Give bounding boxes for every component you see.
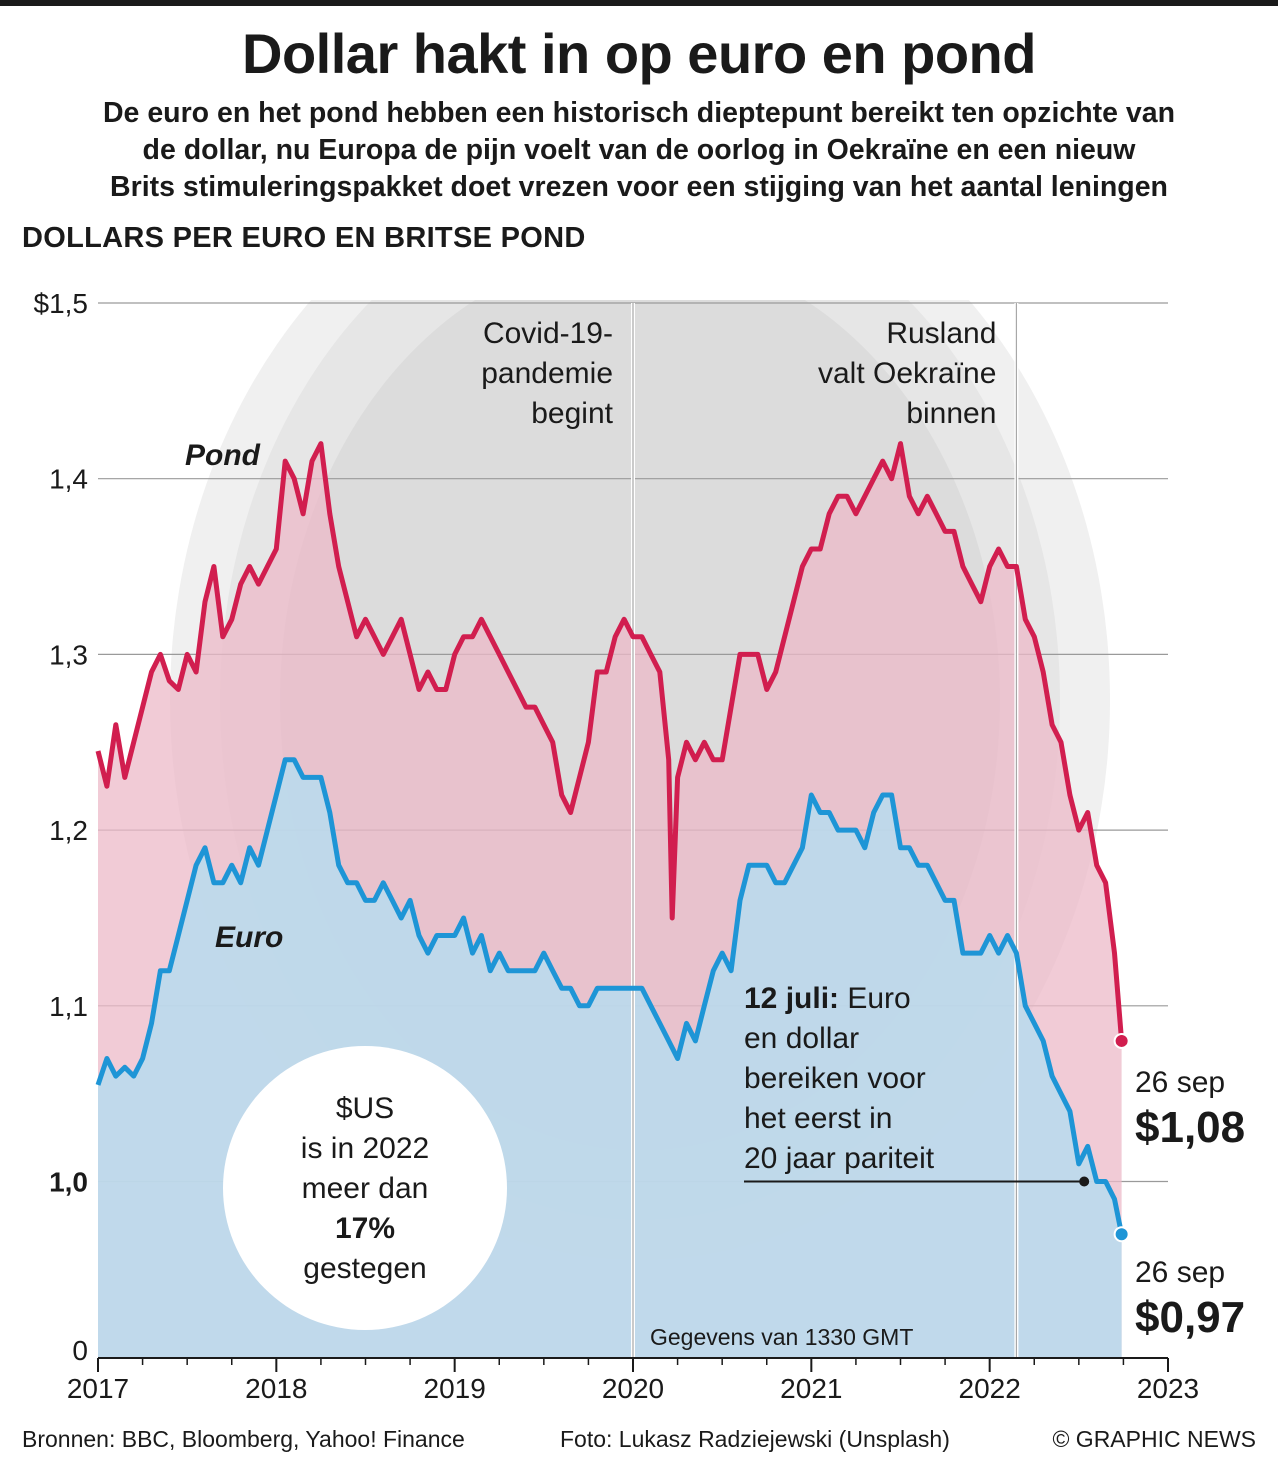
y-tick-label: 1,1: [49, 991, 88, 1022]
callout-line: $US: [336, 1092, 394, 1125]
pond-endpoint: [1113, 1032, 1130, 1049]
pond-line: [95, 441, 1125, 1042]
callout-percent: 17%: [335, 1212, 395, 1245]
x-tick-label: 2019: [424, 1373, 486, 1404]
euro-end-value: $0,97: [1135, 1293, 1245, 1342]
y-tick-label: 1,2: [49, 815, 88, 846]
data-note: Gegevens van 1330 GMT: [650, 1324, 913, 1350]
event-label: Rusland: [886, 317, 996, 350]
pond-end-date: 26 sep: [1135, 1066, 1225, 1099]
event-label: valt Oekraïne: [818, 357, 996, 390]
parity-note-line: 20 jaar pariteit: [744, 1142, 935, 1175]
y-tick-label: 1,3: [49, 639, 88, 670]
section-label: DOLLARS PER EURO EN BRITSE POND: [22, 222, 586, 254]
callout-line: is in 2022: [301, 1132, 429, 1165]
x-tick-label: 2017: [67, 1373, 129, 1404]
parity-note-line: bereiken voor: [744, 1062, 926, 1095]
subtitle-line: De euro en het pond hebben een historisc…: [102, 97, 1176, 129]
y-tick-label: 0: [72, 1335, 88, 1366]
parity-note-heading: 12 juli: Euro: [744, 982, 911, 1015]
euro-endpoint: [1113, 1226, 1130, 1243]
footer-brand: © GRAPHIC NEWS: [1052, 1426, 1256, 1452]
pond-series-label: Pond: [185, 439, 261, 472]
pond-end-value: $1,08: [1135, 1103, 1245, 1152]
callout-line: meer dan: [302, 1172, 429, 1205]
parity-note-line: en dollar: [744, 1022, 859, 1055]
subtitle: De euro en het pond hebben een historisc…: [4, 95, 1274, 206]
parity-note-line: het eerst in: [744, 1102, 892, 1135]
footer-photo-credit: Foto: Lukasz Radziejewski (Unsplash): [560, 1426, 950, 1452]
event-label: begint: [531, 397, 613, 430]
x-tick-label: 2020: [602, 1373, 664, 1404]
top-rule: [0, 0, 1278, 6]
x-tick-label: 2022: [959, 1373, 1021, 1404]
euro-line: [95, 757, 1125, 1235]
parity-note-text: Euro: [839, 982, 911, 1015]
y-tick-label: 1,4: [49, 464, 88, 495]
footer-sources: Bronnen: BBC, Bloomberg, Yahoo! Finance: [22, 1426, 465, 1452]
parity-marker: [1079, 1176, 1090, 1187]
x-tick-label: 2018: [245, 1373, 307, 1404]
callout-circle: [223, 1046, 507, 1330]
y-tick-label: 1,0: [49, 1167, 88, 1198]
event-label: binnen: [906, 397, 996, 430]
x-tick-label: 2023: [1137, 1373, 1199, 1404]
event-label: pandemie: [481, 357, 613, 390]
event-label: Covid-19-: [483, 317, 613, 350]
subtitle-line: de dollar, nu Europa de pijn voelt van d…: [142, 134, 1136, 166]
subtitle-line: Brits stimuleringspakket doet vrezen voo…: [110, 171, 1168, 203]
page-title: Dollar hakt in op euro en pond: [242, 22, 1036, 85]
euro-series-label: Euro: [215, 921, 283, 954]
euro-end-date: 26 sep: [1135, 1256, 1225, 1289]
callout-line: gestegen: [303, 1252, 426, 1285]
parity-note-date: 12 juli:: [744, 982, 839, 1015]
x-tick-label: 2021: [780, 1373, 842, 1404]
y-tick-label: $1,5: [34, 288, 89, 319]
